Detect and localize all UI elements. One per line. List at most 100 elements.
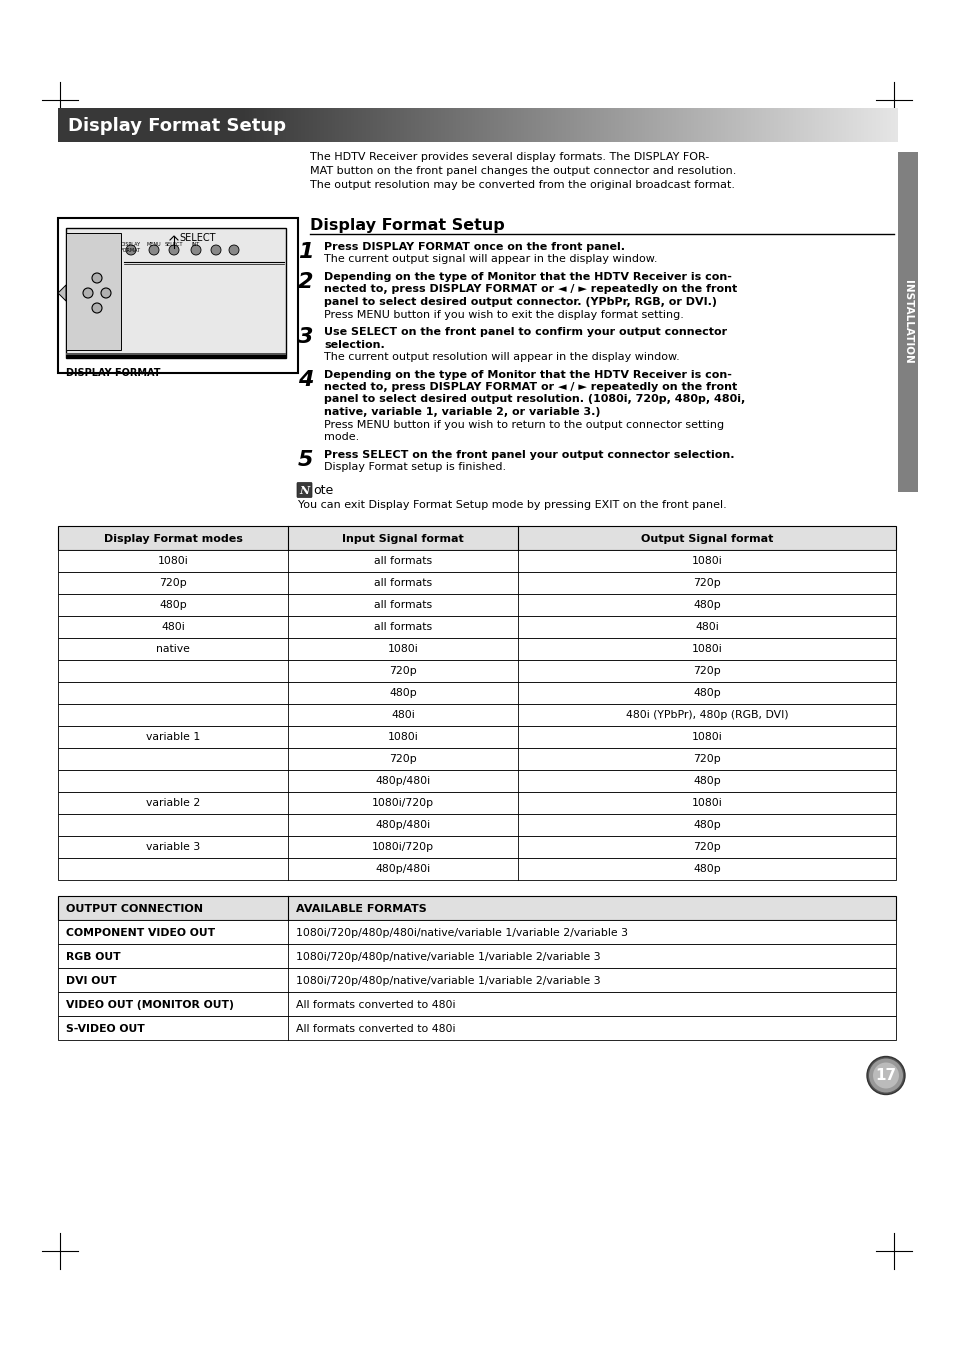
Bar [637,108,638,142]
Bar [714,108,716,142]
Bar [417,108,418,142]
Bar [505,108,506,142]
Text: DVI OUT: DVI OUT [66,975,116,985]
Bar [535,108,536,142]
Bar [449,108,450,142]
Bar [480,108,481,142]
Bar [805,108,806,142]
Bar [490,108,491,142]
Text: 480p/480i: 480p/480i [375,865,430,874]
Bar [760,108,761,142]
Bar [467,108,468,142]
Bar [433,108,434,142]
Text: The HDTV Receiver provides several display formats. The DISPLAY FOR-: The HDTV Receiver provides several displ… [310,153,708,162]
Text: MAT button on the front panel changes the output connector and resolution.: MAT button on the front panel changes th… [310,166,736,176]
Bar [834,108,835,142]
Bar [262,108,263,142]
Bar [194,108,195,142]
Bar [66,353,286,355]
Bar [456,108,457,142]
Bar [728,108,729,142]
Bar [499,108,500,142]
Bar [800,108,801,142]
Bar [503,108,504,142]
Bar [195,108,196,142]
Bar [832,108,833,142]
Bar [96,108,97,142]
Bar [891,108,892,142]
Bar [559,108,560,142]
Bar [555,108,556,142]
Bar [524,108,525,142]
Bar [223,108,224,142]
Bar [780,108,781,142]
Bar [395,108,396,142]
Bar [58,835,895,858]
Text: All formats converted to 480i: All formats converted to 480i [295,1024,455,1034]
Bar [397,108,398,142]
Bar [868,108,869,142]
Bar [206,108,207,142]
Text: The current output signal will appear in the display window.: The current output signal will appear in… [324,254,657,265]
Bar [435,108,436,142]
Bar [132,108,133,142]
Bar [699,108,700,142]
Bar [479,108,480,142]
Bar [400,108,401,142]
Bar [192,108,193,142]
Bar [642,108,643,142]
Bar [189,108,190,142]
Bar [566,108,567,142]
Bar [228,108,229,142]
Text: Display Format setup is finished.: Display Format setup is finished. [324,462,506,471]
Bar [69,108,70,142]
Bar [473,108,474,142]
Bar [580,108,581,142]
Bar [158,108,159,142]
Bar [58,526,895,550]
Bar [495,108,496,142]
Bar [758,108,759,142]
Bar [795,108,796,142]
Bar [791,108,792,142]
Bar [673,108,675,142]
Bar [149,108,150,142]
Bar [498,108,499,142]
Bar [454,108,455,142]
Bar [126,108,127,142]
Bar [556,108,557,142]
Bar [475,108,476,142]
Bar [150,108,151,142]
Bar [693,108,695,142]
Bar [252,108,253,142]
Bar [845,108,846,142]
Bar [892,108,893,142]
Bar [171,108,172,142]
Bar [564,108,565,142]
Bar [58,593,895,616]
Bar [331,108,332,142]
Text: S-VIDEO OUT: S-VIDEO OUT [66,1024,145,1034]
Bar [392,108,393,142]
Bar [377,108,378,142]
Bar [613,108,614,142]
Bar [85,108,86,142]
Bar [657,108,658,142]
Bar [469,108,470,142]
Bar [626,108,627,142]
Text: 480p: 480p [693,865,720,874]
Bar [877,108,878,142]
Bar [455,108,456,142]
Bar [890,108,891,142]
Text: all formats: all formats [374,557,432,566]
Bar [359,108,360,142]
Bar [123,108,124,142]
Bar [385,108,386,142]
Bar [587,108,588,142]
Bar [63,108,64,142]
Bar [486,108,488,142]
Bar [711,108,712,142]
Bar [389,108,390,142]
Text: nected to, press DISPLAY FORMAT or ◄ / ► repeatedly on the front: nected to, press DISPLAY FORMAT or ◄ / ►… [324,382,737,392]
Bar [652,108,654,142]
